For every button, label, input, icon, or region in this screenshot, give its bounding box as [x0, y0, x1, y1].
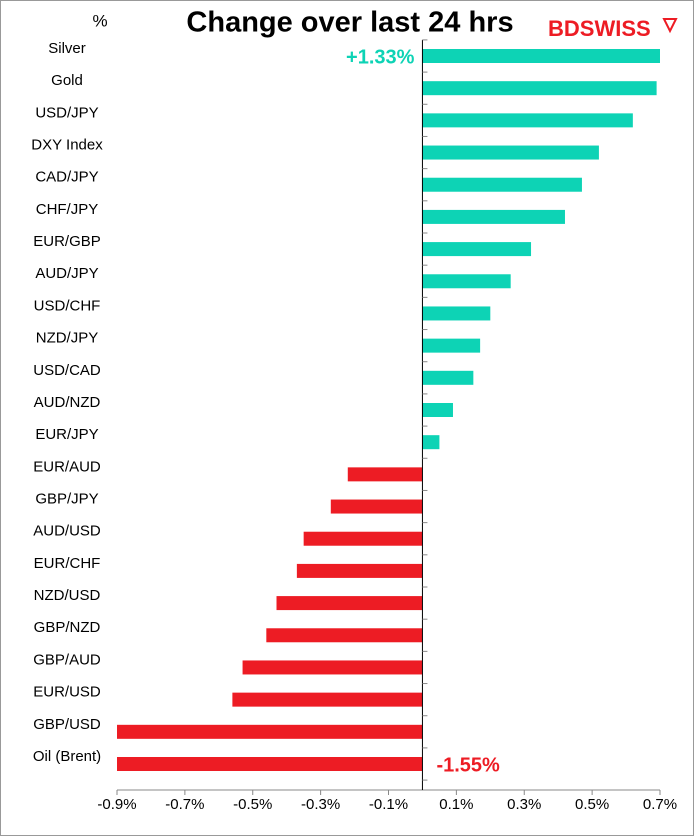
y-tick-label: EUR/AUD	[33, 458, 101, 475]
bar	[422, 370, 474, 385]
logo: BDSWISS	[548, 16, 651, 41]
bar	[422, 209, 565, 224]
y-tick-label: USD/JPY	[35, 104, 98, 121]
logo-icon	[662, 18, 678, 34]
x-tick-label: 0.1%	[439, 796, 473, 813]
y-tick-label: NZD/JPY	[36, 330, 99, 347]
value-label: -1.55%	[436, 754, 500, 776]
bar	[422, 145, 599, 160]
bar	[232, 692, 423, 707]
chart-title: Change over last 24 hrs	[186, 7, 513, 39]
y-tick-label: Gold	[51, 72, 83, 89]
bar	[266, 628, 423, 643]
bar	[276, 596, 423, 611]
bar	[422, 306, 491, 321]
y-tick-label: EUR/CHF	[34, 555, 101, 572]
y-tick-label: EUR/USD	[33, 684, 101, 701]
bar	[422, 49, 660, 63]
y-tick-label: Oil (Brent)	[33, 748, 101, 765]
y-tick-label: CHF/JPY	[36, 201, 99, 218]
bar	[242, 660, 423, 675]
bar	[422, 403, 453, 417]
y-tick-label: EUR/JPY	[35, 426, 98, 443]
y-tick-label: USD/CHF	[34, 297, 101, 314]
x-tick-label: -0.9%	[97, 796, 136, 813]
y-tick-label: EUR/GBP	[33, 233, 101, 250]
x-tick-label: -0.3%	[301, 796, 340, 813]
bar	[422, 81, 657, 96]
y-tick-label: DXY Index	[31, 137, 103, 154]
x-tick-label: -0.5%	[233, 796, 272, 813]
x-tick-label: -0.1%	[369, 796, 408, 813]
x-tick-label: 0.3%	[507, 796, 541, 813]
y-tick-label: NZD/USD	[34, 587, 101, 604]
x-tick-label: -0.7%	[165, 796, 204, 813]
bar	[422, 435, 440, 450]
x-tick-label: 0.5%	[575, 796, 609, 813]
y-tick-label: CAD/JPY	[35, 169, 98, 186]
bar	[330, 499, 423, 514]
bar	[422, 177, 582, 192]
bar	[422, 113, 633, 128]
y-tick-label: GBP/AUD	[33, 651, 101, 668]
y-tick-label: GBP/JPY	[35, 491, 98, 508]
y-tick-label: AUD/USD	[33, 523, 101, 540]
y-tick-label: GBP/NZD	[34, 619, 101, 636]
bar	[117, 724, 423, 739]
bar	[303, 531, 423, 546]
y-tick-label: Silver	[48, 40, 86, 57]
bar	[422, 242, 532, 257]
bar	[347, 467, 423, 482]
unit-label: %	[92, 11, 107, 30]
y-tick-label: USD/CAD	[33, 362, 101, 379]
bar	[422, 338, 481, 353]
bar	[422, 274, 511, 289]
bar	[296, 563, 423, 578]
bar	[117, 757, 423, 771]
y-tick-label: GBP/USD	[33, 716, 101, 733]
y-tick-label: AUD/NZD	[34, 394, 101, 411]
y-tick-label: AUD/JPY	[35, 265, 98, 282]
value-label: +1.33%	[346, 46, 415, 68]
x-tick-label: 0.7%	[643, 796, 677, 813]
